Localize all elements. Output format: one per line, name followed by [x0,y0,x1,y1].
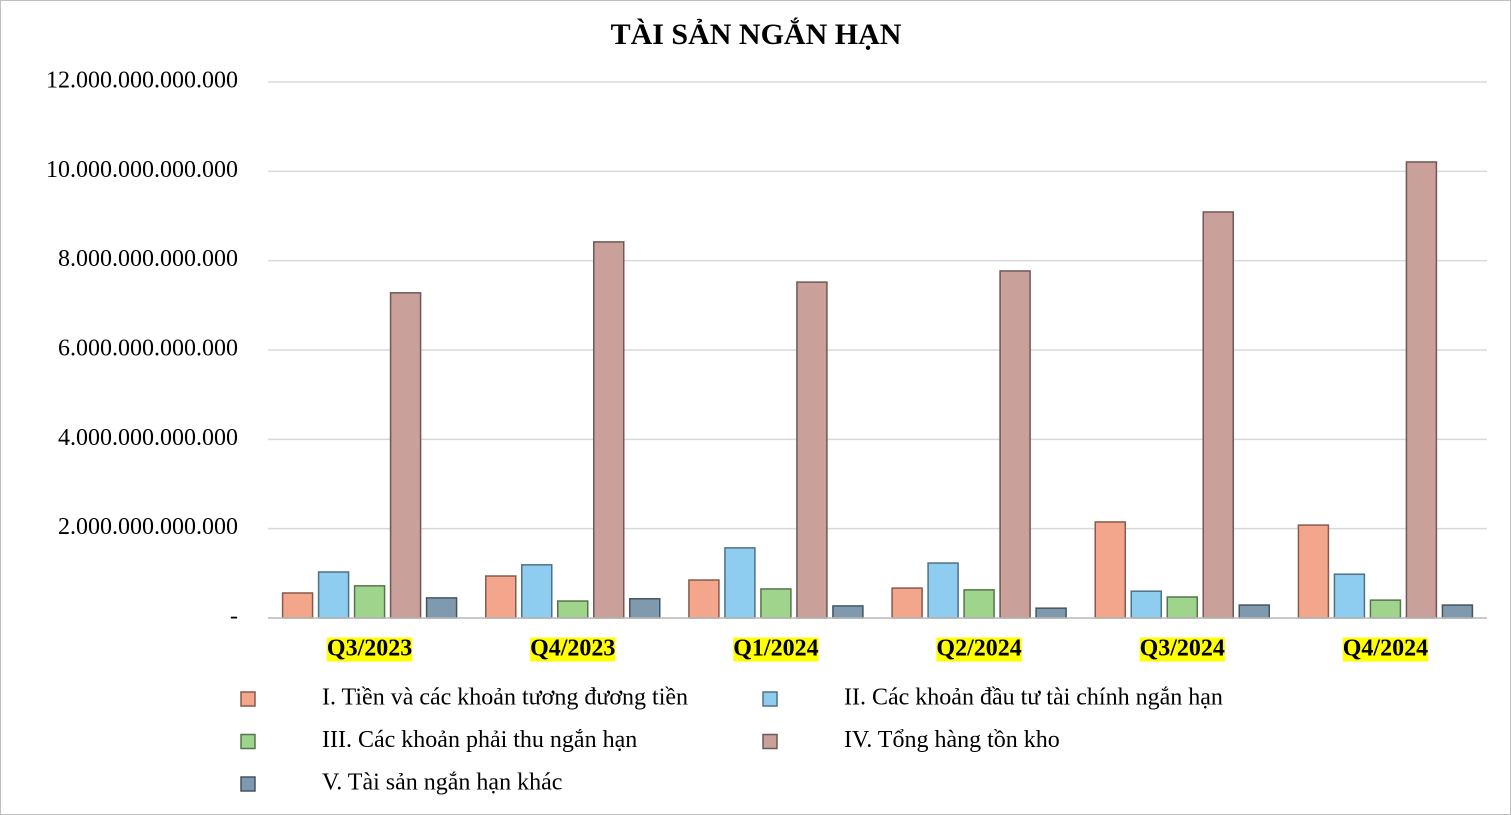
legend-label: II. Các khoản đầu tư tài chính ngắn hạn [844,685,1223,711]
legend-swatch [762,691,778,707]
bar [1405,161,1438,619]
bar [832,605,864,619]
bar [521,564,553,619]
legend-swatch [240,691,256,707]
category-highlight [1342,637,1429,662]
bar [1202,211,1234,619]
y-tick-label: 10.000.000.000.000 [46,157,238,183]
x-tick-label: Q1/2024 [733,636,818,662]
x-tick-label: Q3/2024 [1140,636,1225,662]
y-tick-label: - [230,604,238,630]
x-tick-label: Q4/2024 [1343,636,1428,662]
x-tick-label: Q2/2024 [936,636,1021,662]
legend-label: V. Tài sản ngắn hạn khác [322,770,562,796]
bar [1035,607,1067,619]
category-highlight [936,637,1022,662]
x-tick-label: Q3/2023 [327,636,412,662]
bar [891,587,923,619]
y-tick-label: 8.000.000.000.000 [58,246,238,272]
bar [281,592,314,619]
x-tick-label: Q4/2023 [530,636,615,662]
bar [629,598,661,619]
bar [353,585,386,619]
bar [317,571,350,619]
bar [1166,596,1198,619]
bar [1238,604,1270,619]
legend-label: III. Các khoản phải thu ngắn hạn [322,727,637,753]
bar [1333,573,1366,619]
legend-swatch [240,733,256,750]
y-tick-label: 12.000.000.000.000 [46,68,238,94]
category-highlight [1139,637,1225,662]
bar [688,579,720,619]
bar [760,588,792,619]
category-highlight [530,637,616,662]
bar [593,241,625,619]
legend-label: IV. Tổng hàng tồn kho [844,727,1060,753]
legend-label: I. Tiền và các khoản tương đương tiền [322,685,688,711]
bar [724,547,756,619]
bar [1130,590,1162,619]
category-highlight [733,637,819,662]
y-tick-label: 4.000.000.000.000 [58,425,238,451]
legend-swatch [240,776,256,792]
bar [1369,599,1402,619]
bar [389,292,422,619]
bar [796,281,828,619]
y-tick-label: 6.000.000.000.000 [58,336,238,362]
bar [425,597,458,619]
legend-swatch [762,733,778,750]
category-highlight [326,637,413,662]
y-tick-label: 2.000.000.000.000 [58,514,238,540]
bar [999,270,1031,619]
bar [485,575,517,619]
bar [557,600,589,619]
bar [963,589,995,619]
bar [927,562,959,619]
bar [1441,604,1474,619]
chart-title: TÀI SẢN NGẮN HẠN [611,17,902,51]
bar [1297,524,1330,619]
bar [1094,521,1126,619]
